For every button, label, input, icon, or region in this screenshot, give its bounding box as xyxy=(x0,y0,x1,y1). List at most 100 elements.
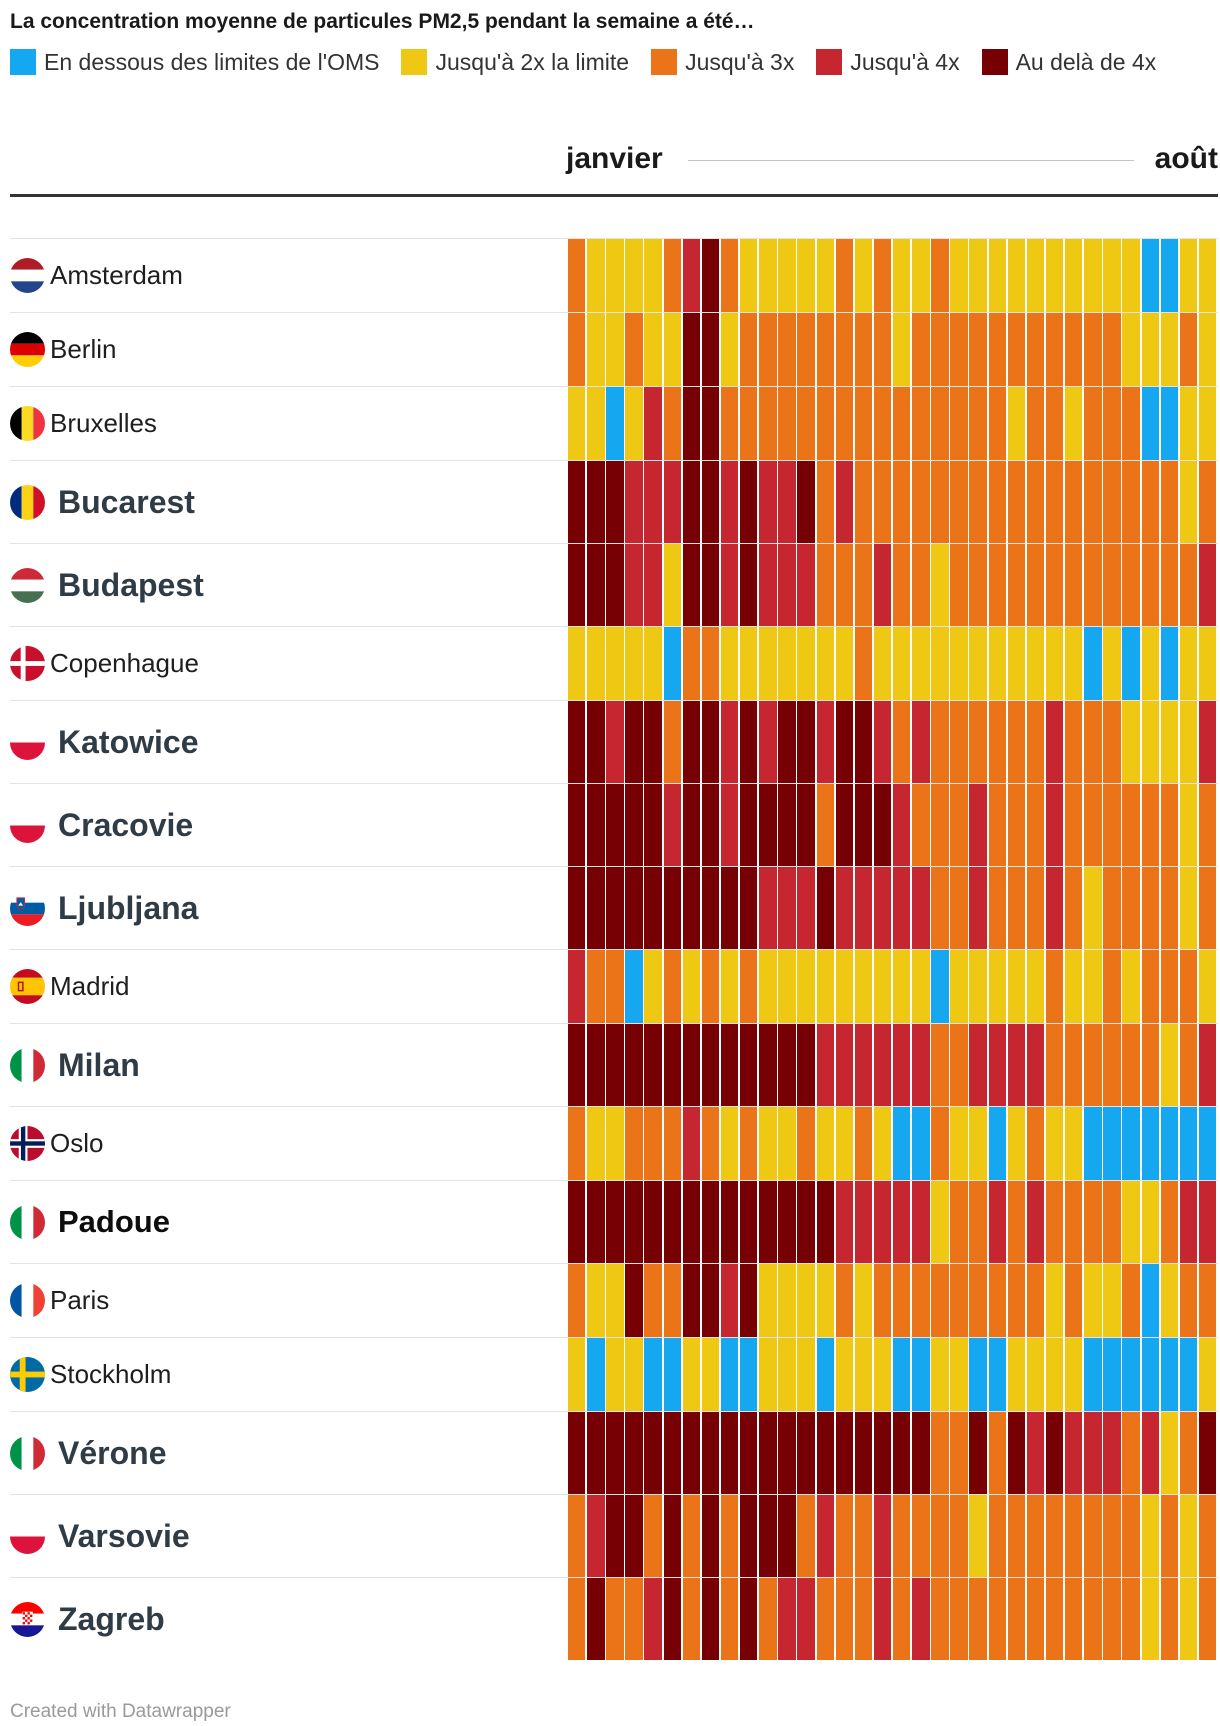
germany-flag-icon xyxy=(10,332,45,367)
header-divider xyxy=(10,194,1218,197)
netherlands-flag-icon xyxy=(10,258,45,293)
heatmap-cell xyxy=(816,784,834,866)
heatmap-cell xyxy=(682,387,701,460)
city-row: Amsterdam xyxy=(10,238,1218,312)
heatmap-cell xyxy=(1007,544,1026,626)
city-label: Madrid xyxy=(50,971,130,1001)
x-axis-start-label: janvier xyxy=(566,142,663,175)
heatmap-cell xyxy=(931,461,949,543)
heatmap-cell xyxy=(1122,1107,1140,1180)
heatmap-cell xyxy=(1026,701,1045,783)
city-label: Vérone xyxy=(58,1434,167,1471)
heatmap-cell xyxy=(1026,1412,1045,1494)
heatmap-cell xyxy=(740,950,758,1023)
legend-swatch xyxy=(401,49,428,75)
city-row: Padoue xyxy=(10,1180,1218,1263)
heatmap-cell xyxy=(1141,387,1159,460)
heatmap-cell xyxy=(931,1024,949,1106)
heatmap-cell xyxy=(644,1338,662,1411)
heatmap-cell xyxy=(663,1181,681,1263)
heatmap-cell xyxy=(759,461,777,543)
heatmap-cell xyxy=(1007,1264,1026,1337)
heatmap-cell xyxy=(835,1107,854,1180)
heatmap-cell xyxy=(1026,867,1045,949)
heatmap-cell xyxy=(682,1264,701,1337)
heatmap-cell xyxy=(644,784,662,866)
heatmap-cell xyxy=(625,1412,643,1494)
heatmap-cell xyxy=(873,1338,892,1411)
heatmap-cell xyxy=(1198,239,1217,312)
heatmap-cell xyxy=(1122,1578,1140,1660)
heatmap-cell xyxy=(950,1578,968,1660)
heatmap-cell xyxy=(1045,784,1064,866)
heatmap-cell xyxy=(759,387,777,460)
heatmap-cell xyxy=(720,1578,739,1660)
heatmap-cell xyxy=(663,1338,681,1411)
legend-item: Au delà de 4x xyxy=(981,47,1156,77)
heatmap-cell xyxy=(950,461,968,543)
credit-footer[interactable]: Created with Datawrapper xyxy=(10,1701,231,1722)
city-label: Bruxelles xyxy=(50,408,157,438)
heatmap-cell xyxy=(988,387,1006,460)
heatmap-cell xyxy=(740,239,758,312)
heatmap-cell xyxy=(912,1412,930,1494)
heatmap-cell xyxy=(587,544,605,626)
heatmap-cell xyxy=(931,1578,949,1660)
heatmap-cell xyxy=(1179,701,1198,783)
heatmap-cell xyxy=(873,239,892,312)
heatmap-cell xyxy=(1045,1181,1064,1263)
heatmap-cell xyxy=(625,950,643,1023)
heatmap-cell xyxy=(759,239,777,312)
heatmap-cell xyxy=(587,867,605,949)
heatmap-cell xyxy=(759,1578,777,1660)
heatmap-cell xyxy=(1007,1578,1026,1660)
heatmap-cell xyxy=(988,784,1006,866)
heatmap-cell xyxy=(740,701,758,783)
heatmap-cell xyxy=(587,313,605,386)
heatmap-cell xyxy=(1103,544,1121,626)
italy-flag-icon xyxy=(10,1435,45,1471)
heatmap-cell xyxy=(1045,1338,1064,1411)
heatmap-cell xyxy=(1026,1338,1045,1411)
heatmap-cell xyxy=(912,627,930,700)
heatmap-cell xyxy=(873,313,892,386)
heatmap-cell xyxy=(1198,1578,1217,1660)
heatmap-cell xyxy=(1007,1412,1026,1494)
heatmap-cell xyxy=(912,867,930,949)
heatmap-row-cells xyxy=(568,701,1218,783)
heatmap-cell xyxy=(663,1578,681,1660)
heatmap-cell xyxy=(625,1181,643,1263)
heatmap-cell xyxy=(663,1495,681,1577)
heatmap-cell xyxy=(1084,701,1102,783)
heatmap-cell xyxy=(720,387,739,460)
legend-swatch xyxy=(10,49,36,75)
heatmap-row-cells xyxy=(568,461,1218,543)
heatmap-cell xyxy=(797,387,815,460)
heatmap-cell xyxy=(644,387,662,460)
heatmap-cell xyxy=(912,1181,930,1263)
heatmap-cell xyxy=(931,1181,949,1263)
heatmap-cell xyxy=(950,313,968,386)
legend-swatch xyxy=(816,49,843,75)
heatmap-cell xyxy=(873,950,892,1023)
city-label: Copenhague xyxy=(50,648,199,678)
heatmap-cell xyxy=(1198,1495,1217,1577)
heatmap-cell xyxy=(682,701,701,783)
heatmap-cell xyxy=(988,627,1006,700)
heatmap-cell xyxy=(893,544,911,626)
heatmap-cell xyxy=(568,1107,586,1180)
heatmap-cell xyxy=(931,950,949,1023)
heatmap-cell xyxy=(663,1107,681,1180)
heatmap-cell xyxy=(1141,1338,1159,1411)
heatmap-cell xyxy=(1198,1338,1217,1411)
heatmap-cell xyxy=(606,544,624,626)
heatmap-cell xyxy=(682,867,701,949)
heatmap-cell xyxy=(1160,313,1179,386)
heatmap-cell xyxy=(625,461,643,543)
heatmap-cell xyxy=(988,544,1006,626)
heatmap-cell xyxy=(568,950,586,1023)
heatmap-cell xyxy=(1160,1181,1179,1263)
legend-item: En dessous des limites de l'OMS xyxy=(10,47,379,77)
heatmap-cell xyxy=(835,1495,854,1577)
city-label: Zagreb xyxy=(58,1600,165,1637)
